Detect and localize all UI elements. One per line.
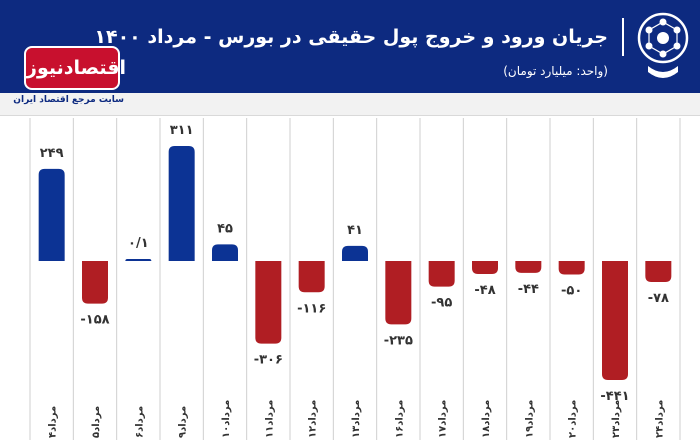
stock-exchange-logo-icon <box>637 12 689 78</box>
bar <box>212 244 238 261</box>
data-label: ۳۱۱ <box>170 123 194 138</box>
bar <box>168 146 195 261</box>
x-tick-label: ۵مرداد <box>91 406 102 438</box>
bar <box>385 261 412 325</box>
bar <box>645 261 672 283</box>
bar <box>38 168 65 261</box>
data-label: -۵۰ <box>561 283 582 298</box>
x-tick-label: ۹مرداد <box>178 406 189 438</box>
x-tick-label: ۱۶مرداد <box>394 400 405 438</box>
bar <box>255 261 282 344</box>
chart-grid <box>29 118 681 440</box>
x-tick-label: ۲۰مرداد <box>568 400 579 438</box>
x-tick-label: ۴مرداد <box>48 406 59 438</box>
data-label: -۴۴ <box>518 282 539 297</box>
data-label: -۴۸ <box>474 283 495 298</box>
bar <box>515 261 542 273</box>
bar <box>125 259 152 261</box>
x-tick-label: ۲۳مرداد <box>611 400 622 438</box>
bar <box>82 261 108 304</box>
data-label: ۰/۱ <box>128 236 149 251</box>
x-tick-label: ۱۰مرداد <box>221 400 232 438</box>
x-tick-label: ۲۴مرداد <box>654 400 665 438</box>
x-tick-label: ۱۲مرداد <box>308 400 319 438</box>
data-label: ۴۱ <box>347 223 363 238</box>
chart-bars <box>38 146 672 380</box>
bar <box>602 261 628 380</box>
chart-data-labels: ۲۴۹ -۱۵۸ ۰/۱ ۳۱۱ ۴۵ -۳۰۶ -۱۱۶ ۴۱ -۲۳۵ -۹۵ -۴۸ -۴۴ -۵… <box>40 123 669 404</box>
bar <box>472 261 498 274</box>
x-tick-label: ۱۱مرداد <box>264 400 275 438</box>
chart-unit-label: (واحد: میلیارد تومان) <box>503 64 608 78</box>
x-tick-label: ۱۹مرداد <box>524 400 535 438</box>
bar <box>428 261 455 287</box>
brand-tagline: سایت مرجع اقتصاد ایران <box>13 95 124 105</box>
data-label: -۲۳۵ <box>384 333 413 348</box>
data-label: -۴۴۱ <box>600 389 629 404</box>
bar <box>342 245 368 261</box>
bar <box>298 261 325 293</box>
brand-logo: اقتصادنیوز <box>26 48 126 88</box>
data-label: -۳۰۶ <box>254 353 283 368</box>
title-divider <box>622 18 624 56</box>
data-label: -۱۵۸ <box>80 313 109 328</box>
data-label: ۴۵ <box>217 221 233 236</box>
bar <box>558 261 585 275</box>
x-tick-label: ۱۸مرداد <box>481 400 492 438</box>
data-label: -۱۱۶ <box>297 301 326 316</box>
data-label: -۹۵ <box>431 296 452 311</box>
chart-x-tick-labels: ۴مرداد ۵مرداد ۶مرداد ۹مرداد ۱۰مرداد ۱۱مرداد ۱۲… <box>48 400 666 438</box>
x-tick-label: ۱۷مرداد <box>438 400 449 438</box>
x-tick-label: ۱۳مرداد <box>351 400 362 438</box>
x-tick-label: ۶مرداد <box>134 406 145 438</box>
data-label: ۲۴۹ <box>40 146 64 161</box>
brand-strip <box>0 93 700 116</box>
chart-title: جریان ورود و خروج پول حقیقی در بورس - مر… <box>94 26 608 48</box>
data-label: -۷۸ <box>648 291 669 306</box>
